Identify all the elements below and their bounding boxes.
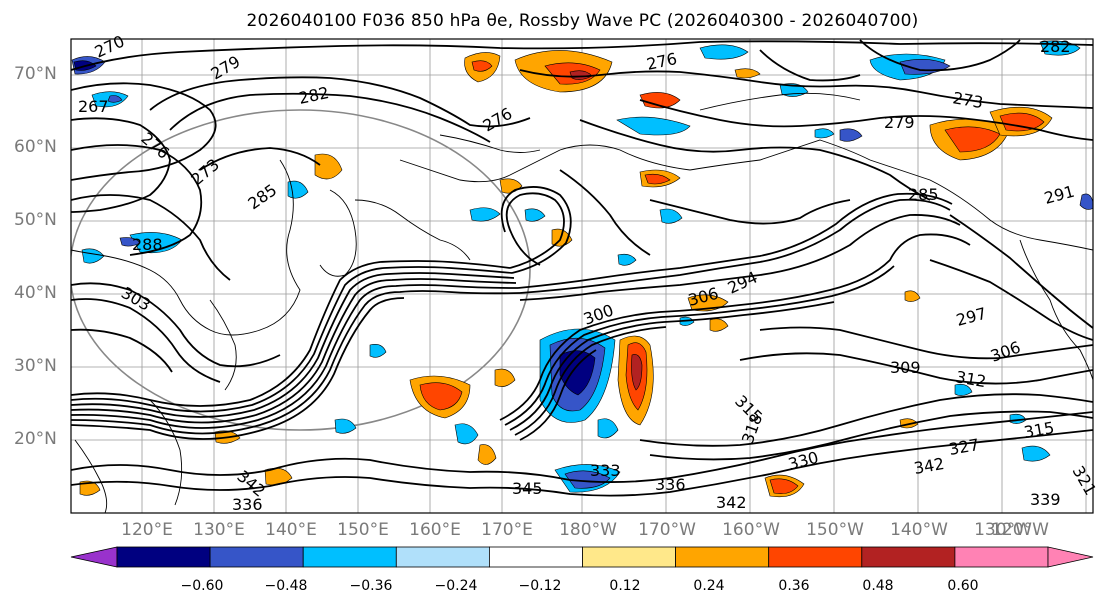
lat-label: 30°N [14, 356, 57, 376]
lat-label: 50°N [14, 210, 57, 230]
colorbar-tick-label: −0.24 [434, 578, 478, 594]
colorbar-tick-label: −0.48 [264, 578, 308, 594]
lat-label: 20°N [14, 429, 57, 449]
lat-label: 70°N [14, 64, 57, 84]
anomaly-shading [71, 40, 1093, 498]
lat-label: 40°N [14, 283, 57, 303]
colorbar-bin [675, 546, 770, 568]
colorbar-tick-label: 0.48 [862, 578, 894, 594]
colorbar-extend-high [1047, 546, 1094, 568]
colorbar-tick-label: −0.60 [180, 578, 224, 594]
map-title: 2026040100 F036 850 hPa θe, Rossby Wave … [246, 11, 919, 31]
lon-label: 140°W [890, 520, 948, 540]
contour-label: 282 [1040, 37, 1071, 56]
colorbar-bin [768, 546, 863, 568]
contour-label: 336 [232, 495, 263, 514]
lon-label: 160°E [409, 520, 461, 540]
lon-label: 150°E [337, 520, 389, 540]
colorbar-bin [954, 546, 1049, 568]
lon-label: 130°W [974, 520, 1032, 540]
colorbar-tick-label: 0.60 [947, 578, 979, 594]
colorbar-bin [209, 546, 304, 568]
colorbar-tick-label: −0.12 [518, 578, 562, 594]
lon-label: 160°W [722, 520, 780, 540]
lon-label: 120°W [991, 520, 1049, 540]
colorbar-bin [395, 546, 490, 568]
contour-label: 342 [716, 493, 747, 512]
colorbar-tick-label: −0.36 [349, 578, 393, 594]
lon-label: 150°W [806, 520, 864, 540]
colorbar-tick-label: 0.36 [778, 578, 810, 594]
contour-label: 339 [1030, 490, 1061, 509]
contour-label: 279 [884, 113, 915, 132]
lon-label: 140°E [265, 520, 317, 540]
lon-label: 180°W [559, 520, 617, 540]
lon-label: 120°E [121, 520, 173, 540]
colorbar-bin [582, 546, 676, 568]
coastlines [71, 92, 1093, 513]
colorbar-bin [302, 546, 397, 568]
contour-label: 345 [512, 479, 543, 498]
colorbar-bin [116, 546, 211, 568]
contour-label: 309 [890, 358, 921, 377]
contour-label: 285 [908, 185, 939, 204]
lon-label: 170°W [638, 520, 696, 540]
highlight-circle [71, 109, 531, 431]
contour-label: 333 [590, 461, 621, 480]
colorbar-tick-label: 0.24 [693, 578, 725, 594]
lat-label: 60°N [14, 137, 57, 157]
contour-label: 267 [78, 97, 109, 116]
colorbar-bin [488, 546, 583, 568]
theta-e-contours [71, 39, 1093, 497]
lon-label: 130°E [193, 520, 245, 540]
lon-label: 170°E [481, 520, 533, 540]
colorbar-extend-low [70, 546, 118, 568]
colorbar-tick-label: 0.12 [609, 578, 641, 594]
colorbar-bin [861, 546, 956, 568]
contour-label: 336 [655, 475, 686, 494]
colorbar [70, 546, 1094, 568]
map-border [70, 38, 1094, 514]
contour-label: 288 [132, 235, 163, 254]
